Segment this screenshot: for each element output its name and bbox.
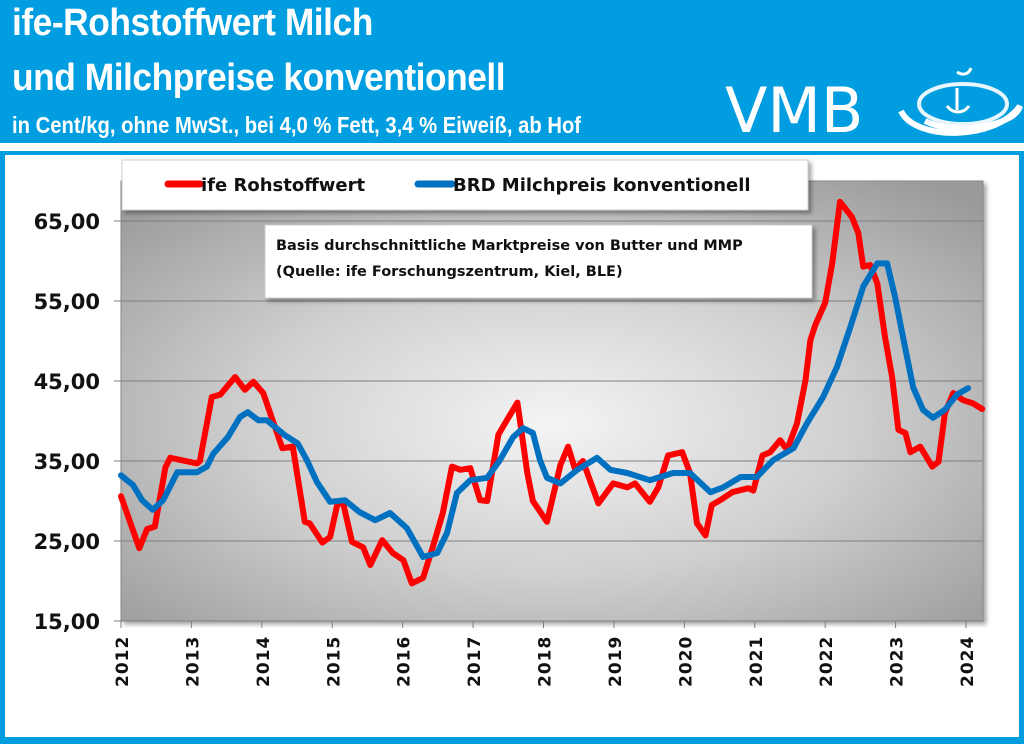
subtitle: in Cent/kg, ohne MwSt., bei 4,0 % Fett, … [12, 112, 582, 138]
annotation-line-2: (Quelle: ife Forschungszentrum, Kiel, BL… [276, 264, 623, 280]
y-tick-label: 35,00 [34, 450, 100, 474]
separator-band [0, 143, 1024, 151]
annotation-box: Basis durchschnittliche Marktpreise von … [264, 224, 813, 299]
x-tick-label: 2013 [183, 636, 203, 687]
title-line-2: und Milchpreise konventionell [12, 57, 506, 99]
y-tick-label: 55,00 [34, 290, 100, 314]
x-tick-label: 2024 [958, 636, 978, 687]
vmb-logo: VMB [725, 67, 1023, 141]
x-tick-label: 2012 [113, 636, 133, 687]
legend: ife Rohstoffwert BRD Milchpreis konventi… [121, 159, 809, 211]
y-tick-label: 65,00 [34, 210, 100, 234]
y-tick-label: 15,00 [34, 610, 100, 634]
annotation-line-1: Basis durchschnittliche Marktpreise von … [276, 238, 743, 254]
legend-label-blue: BRD Milchpreis konventionell [453, 175, 751, 196]
x-tick-label: 2020 [676, 636, 696, 687]
series-line-brd-milchpreis [118, 260, 972, 560]
logo-swirl-icon [898, 67, 1023, 136]
x-tick-label: 2017 [465, 636, 485, 687]
x-tick-label: 2016 [395, 636, 415, 687]
header-banner: ife-Rohstoffwert Milch und Milchpreise k… [0, 0, 1024, 143]
legend-label-red: ife Rohstoffwert [201, 175, 365, 196]
x-tick-label: 2018 [536, 636, 556, 687]
title-line-1: ife-Rohstoffwert Milch [12, 2, 373, 44]
x-tick-label: 2019 [606, 636, 626, 687]
x-tick-label: 2014 [254, 636, 274, 687]
x-tick-label: 2022 [817, 636, 837, 687]
y-tick-label: 25,00 [34, 530, 100, 554]
x-tick-label: 2015 [324, 636, 344, 687]
logo-text: VMB [725, 74, 863, 141]
y-tick-label: 45,00 [34, 370, 100, 394]
x-tick-label: 2021 [747, 636, 767, 687]
x-tick-label: 2023 [888, 636, 908, 687]
